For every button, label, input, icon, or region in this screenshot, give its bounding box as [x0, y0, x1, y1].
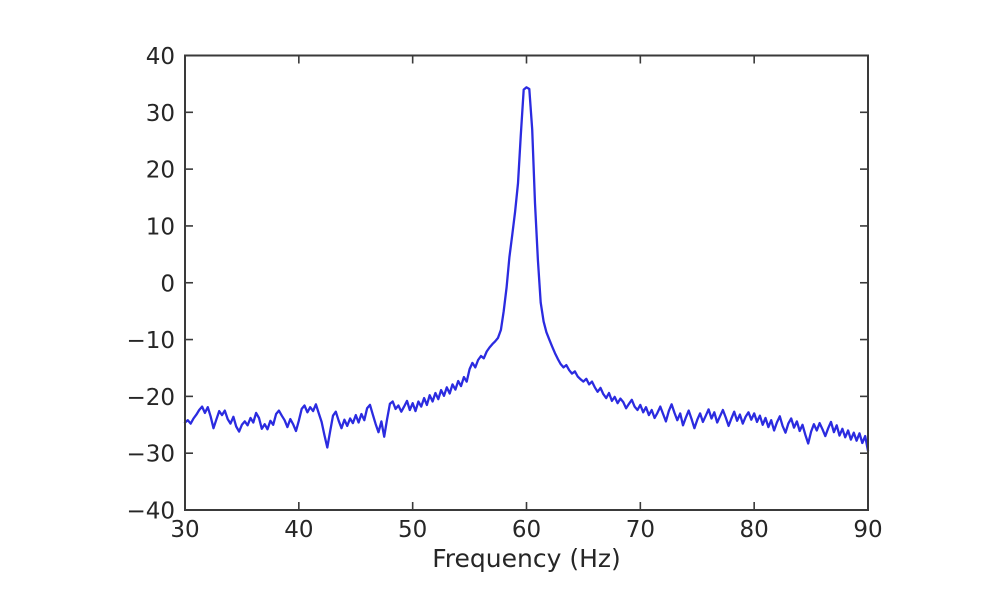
x-tick-label: 50	[398, 517, 427, 543]
series-group	[183, 86, 870, 453]
y-tick-label: −30	[126, 442, 175, 468]
y-tick-label: 0	[160, 271, 175, 297]
plot-border	[184, 54, 869, 511]
axis-tick-labels: 30 40 50 60 70 80 90 −40 −30 −20 −10 0 10 20 30 40	[126, 44, 882, 543]
y-tick-label: 20	[146, 158, 175, 184]
x-tick-label: 70	[626, 517, 655, 543]
axis-ticks	[184, 54, 869, 511]
x-tick-label: 80	[740, 517, 769, 543]
y-tick-label: −20	[126, 385, 175, 411]
y-tick-label: 30	[146, 101, 175, 127]
y-tick-label: −10	[126, 328, 175, 354]
spectrum-line	[183, 86, 870, 453]
x-tick-label: 40	[284, 517, 313, 543]
x-tick-label: 60	[512, 517, 541, 543]
y-tick-label: 10	[146, 214, 175, 240]
x-axis-label: Frequency (Hz)	[432, 544, 621, 573]
x-tick-label: 90	[853, 517, 882, 543]
y-tick-label: −40	[126, 499, 175, 525]
x-tick-label: 30	[170, 517, 199, 543]
y-tick-label: 40	[146, 44, 175, 70]
